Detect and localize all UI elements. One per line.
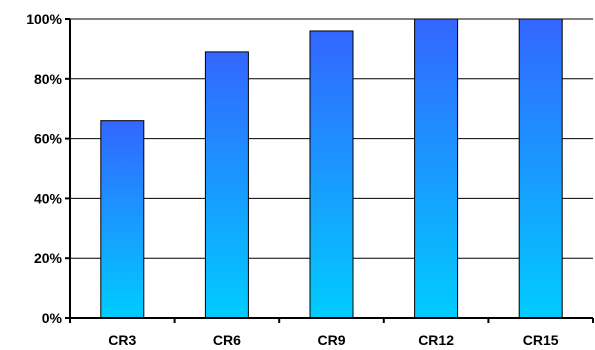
axes (65, 18, 594, 323)
bar-cr9 (309, 30, 354, 319)
bar-cr3 (100, 120, 145, 319)
y-tick-label: 40% (34, 190, 63, 206)
bar-cr6 (204, 51, 249, 319)
bar-cr12 (414, 18, 459, 319)
y-tick-label: 100% (26, 11, 62, 27)
x-tick-label: CR3 (108, 332, 136, 348)
y-tick-labels: 0% 20% 40% 60% 80% 100% (26, 11, 62, 326)
y-tick-label: 60% (34, 131, 63, 147)
x-tick-label: CR9 (317, 332, 345, 348)
y-tick-label: 0% (42, 310, 63, 326)
x-tick-label: CR15 (523, 332, 559, 348)
x-tick-label: CR12 (418, 332, 454, 348)
y-tick-label: 20% (34, 250, 63, 266)
bars (100, 18, 563, 319)
x-tick-labels: CR3 CR6 CR9 CR12 CR15 (108, 332, 559, 348)
bar-cr15 (518, 18, 563, 319)
y-tick-label: 80% (34, 71, 63, 87)
x-tick-label: CR6 (213, 332, 241, 348)
